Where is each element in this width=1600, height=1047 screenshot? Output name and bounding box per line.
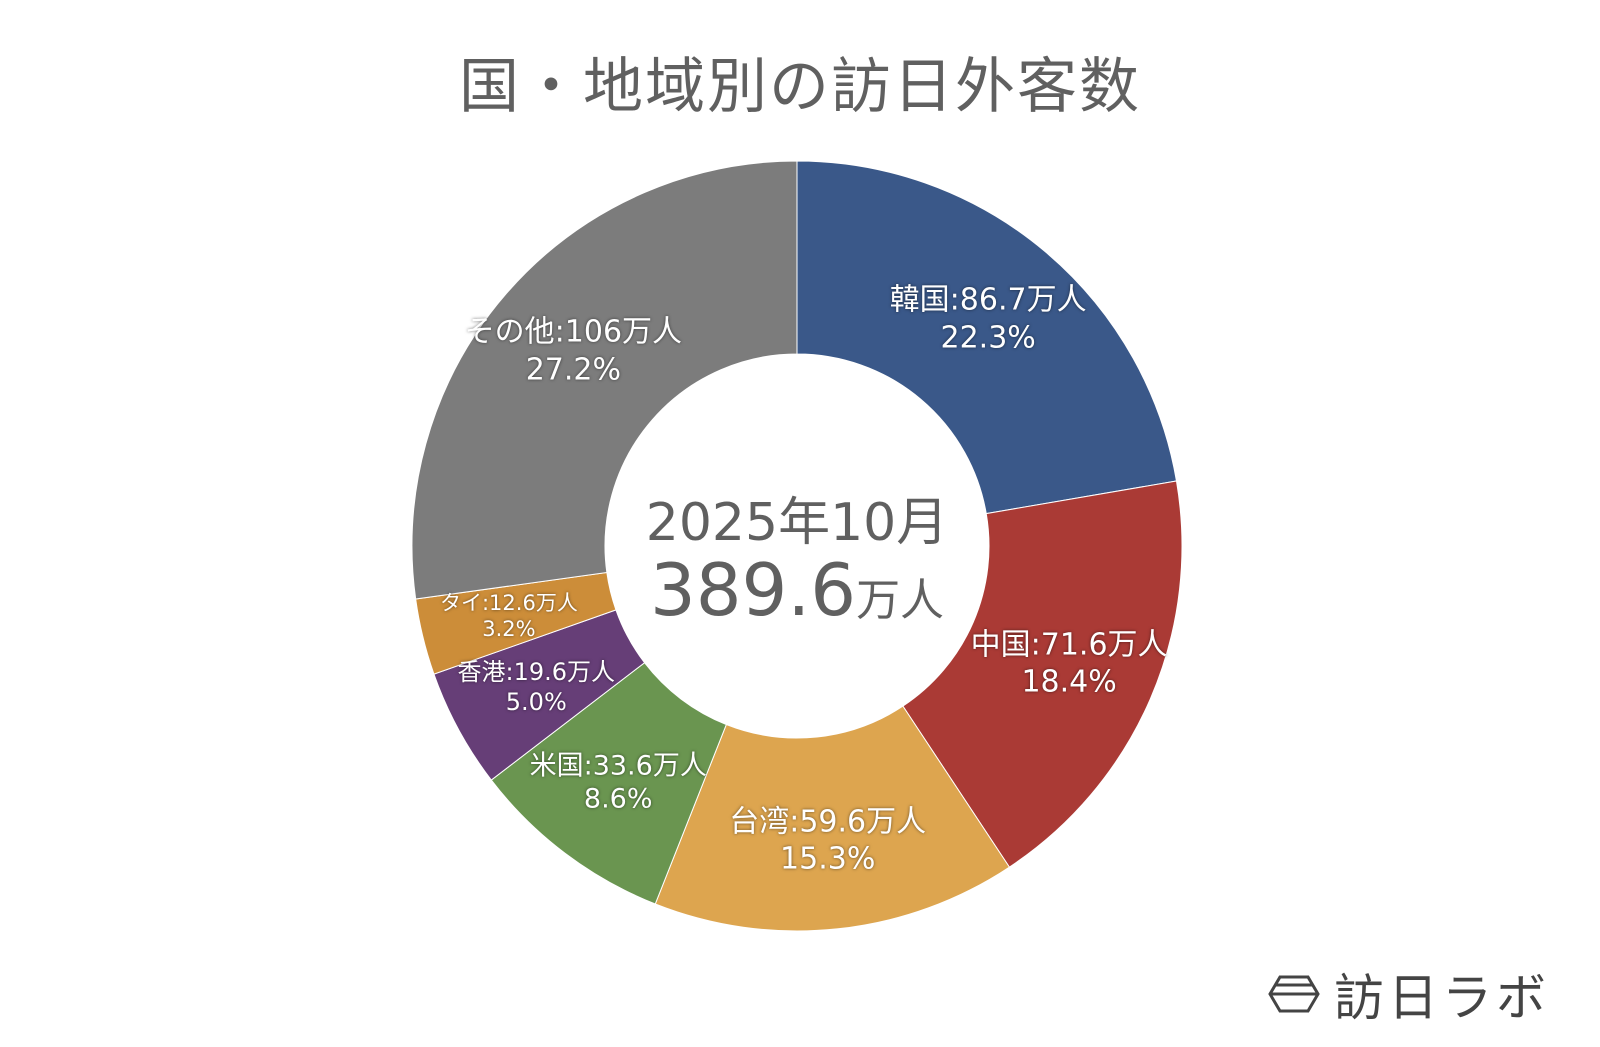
slice-label-percent: 18.4% bbox=[1021, 664, 1117, 700]
slice-label: 香港:19.6万人 5.0% bbox=[458, 657, 616, 717]
slice-label-percent: 8.6% bbox=[583, 783, 653, 815]
slice-label-percent: 22.3% bbox=[940, 320, 1036, 356]
hexagon-logo-icon bbox=[1268, 975, 1320, 1013]
slice-label: 台湾:59.6万人 15.3% bbox=[729, 803, 926, 878]
slice-label-value: その他:106万人 bbox=[464, 314, 683, 350]
slice-label-percent: 15.3% bbox=[780, 841, 876, 877]
slice-label-value: タイ:12.6万人 bbox=[439, 590, 578, 615]
logo-text: 訪日ラボ bbox=[1334, 969, 1550, 1027]
slice-label: 韓国:86.7万人 22.3% bbox=[890, 282, 1087, 357]
center-total: 389.6万人 bbox=[650, 548, 944, 632]
brand-logo: 訪日ラボ bbox=[1268, 958, 1550, 1030]
chart-title: 国・地域別の訪日外客数 bbox=[459, 52, 1141, 122]
slice-label-value: 中国:71.6万人 bbox=[970, 627, 1168, 663]
center-period: 2025年10月 bbox=[645, 493, 949, 553]
slice-1 bbox=[902, 480, 1183, 868]
slice-label: 米国:33.6万人 8.6% bbox=[530, 749, 707, 817]
slice-label-percent: 3.2% bbox=[482, 617, 536, 642]
slice-label-percent: 27.2% bbox=[525, 352, 622, 388]
slice-6 bbox=[411, 160, 798, 600]
slice-label-value: 韓国:86.7万人 bbox=[889, 282, 1087, 318]
slice-label-value: 米国:33.6万人 bbox=[529, 749, 707, 781]
slice-label: タイ:12.6万人 3.2% bbox=[440, 590, 578, 643]
slice-2 bbox=[654, 705, 1011, 932]
total-value: 389.6 bbox=[649, 548, 857, 632]
slice-label-value: 台湾:59.6万人 bbox=[729, 804, 927, 840]
slice-0 bbox=[796, 160, 1178, 515]
slice-label: その他:106万人 27.2% bbox=[465, 314, 682, 389]
slice-label-percent: 5.0% bbox=[505, 688, 567, 717]
total-unit: 万人 bbox=[856, 575, 945, 626]
slice-label-value: 香港:19.6万人 bbox=[457, 658, 616, 687]
slice-label: 中国:71.6万人 18.4% bbox=[971, 626, 1168, 701]
